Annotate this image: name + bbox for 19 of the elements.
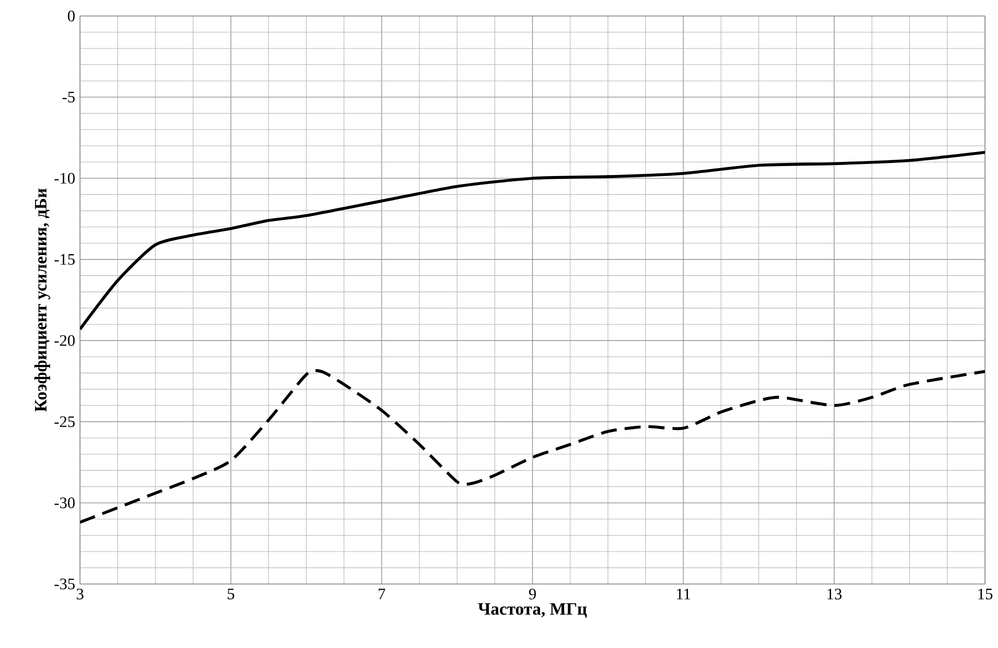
- y-tick-label: -30: [54, 497, 75, 508]
- x-tick-label: 3: [76, 588, 84, 600]
- y-tick-label: -35: [54, 578, 75, 590]
- y-tick-label: -25: [54, 416, 75, 428]
- x-tick-label: 5: [228, 588, 234, 600]
- x-tick-label: 13: [828, 588, 842, 600]
- x-tick-label: 15: [978, 588, 992, 600]
- line-series: [80, 369, 986, 524]
- x-tick-label: 9: [529, 588, 536, 600]
- x-tick-label: 11: [677, 588, 690, 600]
- y-axis-title: Коэффициент усиления, дБи: [34, 188, 50, 412]
- y-tick-label: -5: [62, 92, 75, 102]
- x-tick-label: 7: [378, 588, 386, 600]
- x-axis-title: Частота, МГц: [478, 603, 587, 618]
- y-tick-label: -10: [54, 172, 75, 184]
- y-tick-label: 0: [68, 10, 75, 22]
- y-tick-label: -15: [54, 254, 75, 265]
- line-series: [80, 150, 986, 331]
- y-tick-label: -20: [54, 335, 75, 346]
